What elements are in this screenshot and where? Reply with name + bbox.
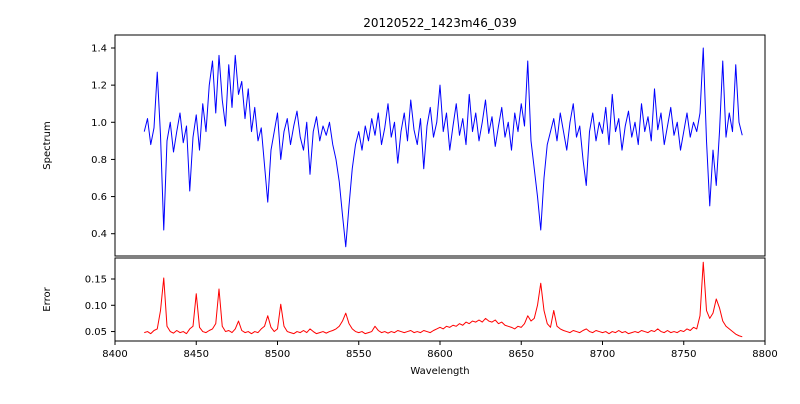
error-line: [144, 261, 743, 338]
spectrum-y-tick-label: 1.0: [91, 118, 107, 129]
error-y-tick-label: 0.15: [85, 275, 107, 286]
y-axis-label-error: Error: [42, 286, 53, 311]
x-tick-label: 8750: [671, 349, 696, 360]
y-axis-label-spectrum: Spectrum: [42, 121, 53, 169]
x-tick-label: 8700: [590, 349, 615, 360]
x-tick-label: 8500: [265, 349, 290, 360]
plot-layers: 0.4 0.6 0.8 1.0 1.2 1.4 0.05 0.10 0.15 8400 8450 85…: [85, 34, 778, 360]
spectrum-y-tick-label: 0.4: [91, 229, 107, 240]
x-tick-label: 8550: [346, 349, 371, 360]
x-tick-label: 8450: [184, 349, 209, 360]
x-tick-label: 8800: [752, 349, 777, 360]
x-axis-label: Wavelength: [410, 366, 469, 377]
spectrum-line: [143, 47, 743, 248]
spectrum-y-tick-label: 0.6: [91, 192, 107, 203]
x-tick-label: 8650: [509, 349, 534, 360]
error-y-tick-label: 0.05: [85, 327, 107, 338]
spectrum-axes-box: [114, 34, 766, 257]
x-tick-label: 8400: [102, 349, 127, 360]
x-tick-label: 8600: [427, 349, 452, 360]
chart-title: 20120522_1423m46_039: [363, 16, 516, 30]
spectrum-y-tick-label: 1.4: [91, 44, 107, 55]
spectrum-y-tick-label: 0.8: [91, 155, 107, 166]
spectrum-y-tick-label: 1.2: [91, 81, 107, 92]
error-y-tick-label: 0.10: [85, 301, 107, 312]
